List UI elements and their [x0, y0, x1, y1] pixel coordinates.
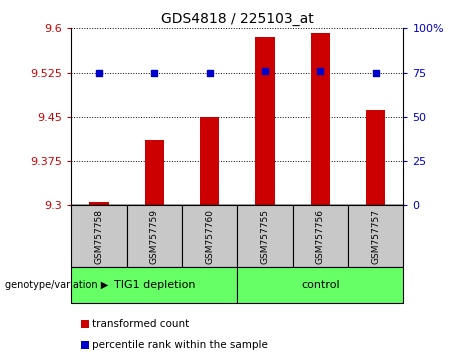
Text: control: control: [301, 280, 340, 290]
Text: TIG1 depletion: TIG1 depletion: [114, 280, 195, 290]
Bar: [145, 141, 164, 205]
Bar: [255, 37, 275, 205]
Point: [206, 70, 213, 75]
Point: [95, 70, 103, 75]
Text: GSM757757: GSM757757: [371, 209, 380, 264]
Point: [151, 70, 158, 75]
Point: [317, 69, 324, 74]
Text: GSM757756: GSM757756: [316, 209, 325, 264]
Bar: [366, 110, 385, 205]
Title: GDS4818 / 225103_at: GDS4818 / 225103_at: [161, 12, 314, 26]
Text: transformed count: transformed count: [92, 319, 189, 329]
Point: [372, 70, 379, 75]
Text: genotype/variation ▶: genotype/variation ▶: [5, 280, 108, 290]
Text: GSM757755: GSM757755: [260, 209, 270, 264]
Text: GSM757759: GSM757759: [150, 209, 159, 264]
Point: [261, 69, 269, 74]
Text: GSM757760: GSM757760: [205, 209, 214, 264]
Bar: [200, 118, 219, 205]
Bar: [89, 202, 109, 205]
Text: GSM757758: GSM757758: [95, 209, 104, 264]
Text: percentile rank within the sample: percentile rank within the sample: [92, 340, 268, 350]
Bar: [311, 33, 330, 205]
